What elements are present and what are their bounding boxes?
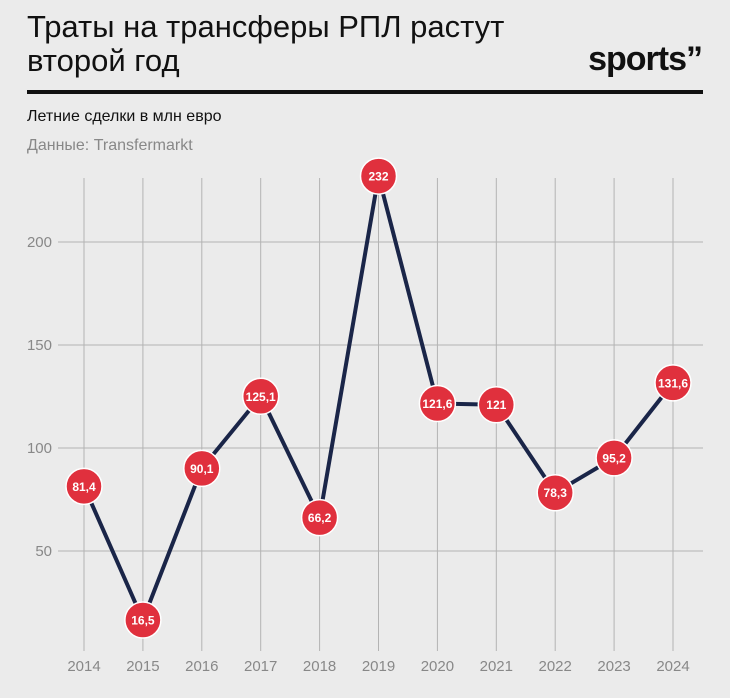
data-label-2016: 90,1	[190, 462, 214, 476]
y-tick-150: 150	[27, 337, 52, 354]
point-2019	[359, 157, 398, 195]
data-label-2024: 131,6	[658, 376, 688, 390]
point-2015	[124, 601, 162, 639]
sports-logo: sports”	[588, 40, 703, 78]
chart-subtitle: Летние сделки в млн евро	[27, 108, 222, 125]
data-label-2022: 78,3	[544, 486, 568, 500]
vertical-grid	[83, 178, 674, 651]
point-2022	[536, 473, 574, 512]
title-divider	[27, 90, 703, 94]
point-2021	[477, 385, 516, 424]
x-tick-2015: 2015	[126, 658, 159, 675]
x-tick-2022: 2022	[539, 658, 572, 675]
point-2018	[300, 498, 339, 537]
point-2020	[418, 384, 457, 423]
y-axis-ticks: 50 100 150 200	[27, 234, 52, 560]
x-tick-2021: 2021	[480, 658, 513, 675]
data-label-2014: 81,4	[72, 480, 96, 494]
x-tick-2014: 2014	[67, 658, 100, 675]
x-tick-2020: 2020	[421, 658, 454, 675]
x-tick-2017: 2017	[244, 658, 277, 675]
point-2023	[595, 439, 633, 477]
x-tick-2016: 2016	[185, 658, 218, 675]
data-label-2023: 95,2	[602, 451, 626, 465]
data-label-2019: 232	[368, 170, 388, 184]
point-2024	[654, 364, 692, 402]
chart-source: Данные: Transfermarkt	[27, 137, 193, 154]
x-tick-2023: 2023	[597, 658, 630, 675]
data-label-2018: 66,2	[308, 511, 332, 525]
y-tick-100: 100	[27, 440, 52, 457]
data-label-2017: 125,1	[246, 390, 276, 404]
point-2016	[183, 449, 221, 488]
data-label-2021: 121	[486, 398, 506, 412]
point-2014	[65, 467, 103, 506]
chart-title: Траты на трансферы РПЛ растут второй год	[27, 9, 505, 78]
x-tick-2024: 2024	[656, 658, 689, 675]
horizontal-grid	[58, 241, 703, 552]
x-axis-ticks: 2014 2015 2016 2017 2018 2019 2020 2021 2022 2023…	[67, 658, 689, 675]
data-label-2015: 16,5	[131, 614, 155, 628]
y-tick-50: 50	[35, 543, 52, 560]
x-tick-2018: 2018	[303, 658, 336, 675]
data-label-2020: 121,6	[422, 397, 452, 411]
point-2017	[241, 377, 280, 416]
x-tick-2019: 2019	[362, 658, 395, 675]
data-points: 81,4 16,5 90,1 125,1 66,2 232 121,6 121 78,3 95,2…	[65, 157, 692, 639]
y-tick-200: 200	[27, 234, 52, 251]
